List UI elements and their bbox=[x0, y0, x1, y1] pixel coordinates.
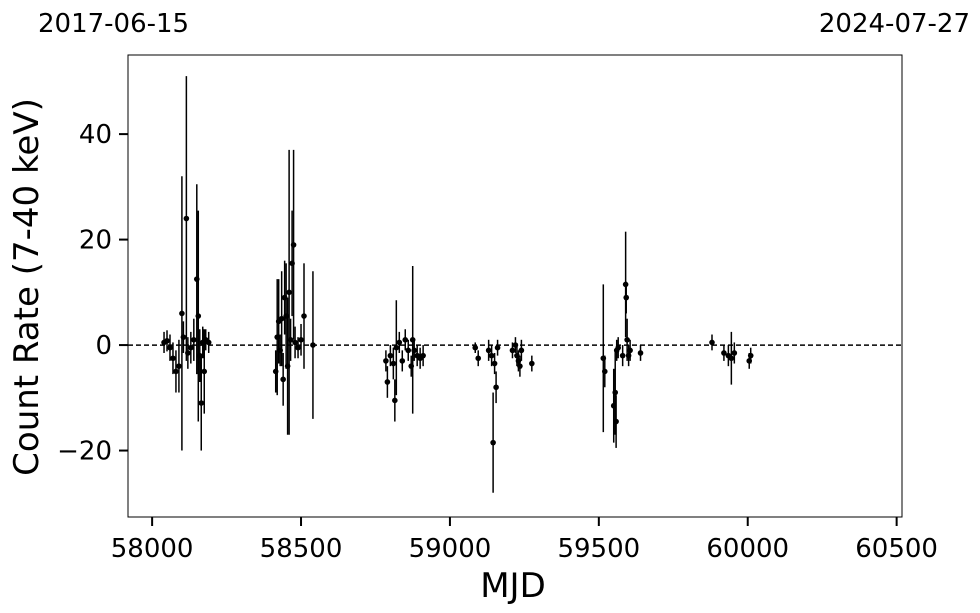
x-tick-label: 59000 bbox=[409, 534, 492, 564]
data-point bbox=[272, 368, 279, 375]
data-point bbox=[179, 310, 185, 317]
data-point bbox=[408, 363, 415, 369]
y-tick-label: 0 bbox=[95, 331, 112, 361]
data-point bbox=[514, 352, 520, 359]
data-point bbox=[384, 379, 391, 385]
data-point bbox=[295, 344, 301, 351]
data-point bbox=[509, 347, 516, 354]
x-tick-label: 60000 bbox=[706, 534, 789, 564]
data-point bbox=[196, 352, 203, 359]
data-point bbox=[278, 315, 285, 322]
data-point bbox=[472, 344, 479, 351]
data-point bbox=[392, 397, 398, 404]
data-point bbox=[191, 336, 197, 343]
data-point bbox=[529, 360, 535, 367]
data-point bbox=[622, 281, 629, 288]
y-tick-label: 40 bbox=[79, 120, 112, 150]
data-point bbox=[512, 342, 519, 348]
data-point bbox=[185, 350, 191, 356]
y-axis-label: Count Rate (7-40 keV) bbox=[7, 98, 47, 476]
data-point bbox=[747, 352, 754, 359]
data-point bbox=[612, 389, 619, 396]
data-point bbox=[731, 350, 738, 356]
data-point bbox=[515, 358, 522, 364]
data-point bbox=[517, 363, 523, 369]
data-point bbox=[494, 344, 501, 351]
data-point bbox=[619, 352, 626, 359]
y-tick-label: 20 bbox=[79, 226, 112, 256]
data-point bbox=[286, 289, 292, 296]
data-point bbox=[475, 355, 482, 362]
data-point bbox=[176, 363, 182, 369]
data-point bbox=[387, 352, 394, 359]
data-point bbox=[625, 352, 632, 359]
data-point bbox=[287, 336, 294, 343]
data-point bbox=[283, 313, 289, 319]
data-point bbox=[623, 294, 630, 301]
data-point bbox=[164, 338, 170, 344]
data-point bbox=[277, 347, 283, 354]
data-point bbox=[396, 339, 403, 346]
data-point bbox=[488, 352, 495, 359]
data-point bbox=[284, 363, 291, 369]
data-point bbox=[173, 368, 179, 375]
data-point bbox=[201, 368, 208, 375]
data-point bbox=[405, 347, 412, 354]
data-point bbox=[180, 334, 187, 340]
data-point bbox=[301, 313, 307, 319]
data-point bbox=[746, 358, 753, 364]
data-point bbox=[310, 342, 316, 348]
data-point bbox=[490, 439, 496, 446]
data-point bbox=[411, 347, 417, 354]
data-point bbox=[281, 294, 288, 301]
x-axis-label: MJD bbox=[480, 566, 546, 606]
x-tick-label: 58500 bbox=[260, 534, 343, 564]
plot-frame bbox=[127, 54, 903, 518]
data-point bbox=[170, 355, 176, 362]
data-point bbox=[274, 334, 281, 340]
data-point bbox=[393, 344, 400, 351]
data-point bbox=[167, 344, 173, 351]
data-point bbox=[601, 368, 608, 375]
x-tick-label: 58000 bbox=[111, 534, 194, 564]
data-point bbox=[390, 360, 397, 367]
data-point bbox=[493, 384, 499, 391]
data-point bbox=[610, 402, 617, 409]
data-point bbox=[721, 350, 727, 356]
data-point bbox=[491, 360, 498, 367]
data-point bbox=[183, 215, 190, 222]
data-point bbox=[292, 339, 298, 346]
data-point bbox=[205, 339, 212, 346]
data-point bbox=[637, 350, 644, 356]
data-point bbox=[383, 358, 389, 364]
data-point bbox=[198, 400, 205, 406]
data-point bbox=[627, 347, 633, 354]
data-point bbox=[728, 355, 735, 362]
data-point bbox=[290, 242, 297, 248]
data-point bbox=[402, 336, 409, 343]
data-point bbox=[289, 260, 295, 267]
data-point bbox=[298, 336, 304, 343]
data-point bbox=[399, 358, 406, 364]
data-point bbox=[280, 376, 286, 383]
data-point bbox=[420, 352, 426, 359]
data-point bbox=[193, 276, 200, 282]
data-point bbox=[613, 418, 619, 425]
data-point bbox=[195, 313, 202, 319]
y-tick-label: −20 bbox=[57, 437, 112, 467]
data-point bbox=[188, 344, 194, 351]
data-point bbox=[409, 336, 416, 343]
x-tick-label: 60500 bbox=[855, 534, 938, 564]
x-tick-label: 59500 bbox=[557, 534, 640, 564]
data-point bbox=[600, 355, 607, 362]
start-date-label: 2017-06-15 bbox=[38, 9, 189, 39]
data-point bbox=[615, 344, 621, 351]
data-point bbox=[624, 336, 630, 343]
data-point bbox=[518, 347, 525, 354]
end-date-label: 2024-07-27 bbox=[819, 9, 970, 39]
data-point bbox=[485, 347, 492, 354]
data-point bbox=[709, 339, 715, 346]
